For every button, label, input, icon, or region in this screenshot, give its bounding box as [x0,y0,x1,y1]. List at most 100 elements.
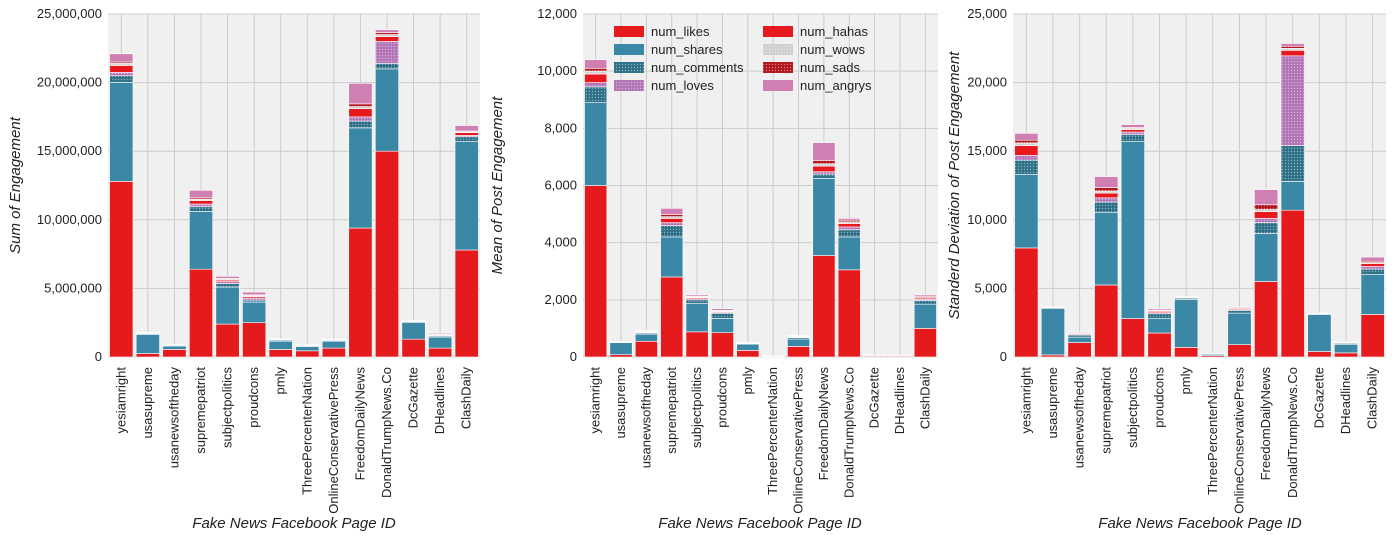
bar-num_comments-proudcons [1147,313,1172,319]
bar-num_shares-OnlineConservativePress [321,340,346,349]
legend-swatch-num_wows [763,44,793,55]
legend-label-num_likes: num_likes [651,24,710,39]
bar-num_comments-ClashDaily [454,136,479,142]
x-axis-label: Fake News Facebook Page ID [658,515,862,532]
bar-num_likes-DHeadlines [428,347,453,358]
y-tick-label: 10,000 [967,212,1007,227]
x-tick-label: ThreePercenterNation [299,367,314,495]
bar-num_angrys-yesiamright [1014,133,1039,141]
bar-num_comments-supremepatriot [1094,201,1119,213]
bar-num_loves-DonaldTrumpNews.Co [837,226,861,231]
bar-num_shares-pmly [268,340,293,350]
y-tick-label: 8,000 [544,120,577,135]
bar-num_angrys-ClashDaily [913,294,937,297]
x-tick-label: ClashDaily [459,367,474,430]
bar-num_comments-FreedomDailyNews [1254,222,1279,234]
y-tick-label: 12,000 [537,6,577,21]
x-tick-label: OnlineConservativePress [326,367,341,514]
bar-num_shares-DcGazette [401,322,426,340]
bar-num_hahas-ClashDaily [1360,263,1385,267]
bar-num_loves-supremepatriot [189,203,213,208]
bar-num_comments-subjectpolitics [1120,134,1145,142]
bar-num_comments-ClashDaily [913,300,937,305]
y-tick-label: 0 [95,349,102,364]
y-tick-label: 5,000 [974,280,1007,295]
bar-num_shares-pmly [736,343,760,351]
x-tick-label: proudcons [1152,367,1167,428]
x-tick-label: FreedomDailyNews [816,367,831,481]
bar-num_loves-FreedomDailyNews [1254,218,1279,223]
bar-num_loves-proudcons [242,297,267,301]
bar-num_likes-DonaldTrumpNews.Co [837,269,861,358]
bar-num_shares-usanewsoftheday [162,345,187,350]
legend: num_likes num_shares num_comments num_loves… [614,24,872,93]
bar-num_sads-FreedomDailyNews [812,160,836,165]
bar-num_angrys-yesiamright [109,53,134,63]
bar-num_likes-usasupreme [1040,354,1065,358]
bar-num_wows-yesiamright [584,70,608,75]
x-tick-label: DHeadlines [1338,367,1353,435]
y-tick-label: 6,000 [544,178,577,193]
bar-num_comments-proudcons [242,299,267,303]
bar-num_likes-ClashDaily [913,328,937,358]
bar-num_shares-DonaldTrumpNews.Co [1280,181,1305,211]
legend-label-num_hahas: num_hahas [800,24,868,39]
y-tick-label: 15,000,000 [37,143,102,158]
x-tick-label: usanewsoftheday [638,367,653,469]
bar-num_comments-yesiamright [109,75,134,83]
x-tick-label: ClashDaily [917,367,932,430]
bar-num_hahas-yesiamright [109,65,134,73]
bar-num_hahas-supremepatriot [1094,192,1119,199]
bar-num_angrys-DHeadlines [428,332,453,335]
bar-num_angrys-FreedomDailyNews [1254,189,1279,206]
bar-num_likes-OnlineConservativePress [1227,344,1252,358]
bar-num_sads-FreedomDailyNews [348,103,373,107]
bar-num_hahas-FreedomDailyNews [348,108,373,118]
bar-num_hahas-supremepatriot [189,200,213,205]
x-tick-label: pmly [740,367,755,395]
bar-num_angrys-supremepatriot [660,208,684,215]
y-tick-label: 25,000 [967,6,1007,21]
y-tick-label: 4,000 [544,235,577,250]
bar-num_likes-yesiamright [1014,247,1039,358]
x-tick-label: supremepatriot [1098,367,1113,454]
bar-num_likes-FreedomDailyNews [1254,281,1279,358]
y-tick-label: 10,000 [537,63,577,78]
bar-num_likes-pmly [736,350,760,358]
x-tick-label: DonaldTrumpNews.Co [379,367,394,498]
bar-num_sads-supremepatriot [660,214,684,217]
bar-num_likes-usasupreme [609,354,633,358]
x-tick-label: proudcons [714,367,729,428]
bar-num_shares-OnlineConservativePress [787,338,810,347]
bar-num_shares-supremepatriot [660,236,684,278]
bar-num_likes-pmly [268,349,293,358]
bar-num_comments-DonaldTrumpNews.Co [837,229,861,238]
bar-num_angrys-DonaldTrumpNews.Co [375,29,399,33]
x-tick-label: ThreePercenterNation [765,367,780,495]
plot-area [108,14,480,357]
bar-num_shares-FreedomDailyNews [348,127,373,229]
y-tick-label: 20,000 [967,75,1007,90]
bar-num_comments-subjectpolitics [685,299,709,304]
y-tick-label: 10,000,000 [37,212,102,227]
bar-num_angrys-proudcons [242,291,267,296]
x-tick-label: supremepatriot [193,367,208,454]
y-tick-label: 5,000,000 [44,280,102,295]
bar-num_shares-yesiamright [584,102,608,186]
bar-num_comments-supremepatriot [189,206,213,212]
bar-num_angrys-ClashDaily [454,125,479,132]
bar-num_likes-proudcons [1147,332,1172,358]
bar-num_sads-FreedomDailyNews [1254,204,1279,210]
bar-num_loves-supremepatriot [660,222,684,226]
x-axis-label: Fake News Facebook Page ID [192,515,396,532]
legend-swatch-num_hahas [763,26,793,37]
bar-num_loves-ClashDaily [1360,266,1385,270]
x-tick-label: DcGazette [867,367,882,428]
x-tick-label: proudcons [246,367,261,428]
y-tick-label: 2,000 [544,292,577,307]
bar-num_angrys-subjectpolitics [1120,124,1145,128]
bar-num_angrys-supremepatriot [1094,176,1119,188]
bar-num_likes-DcGazette [1307,351,1332,358]
y-tick-label: 25,000,000 [37,6,102,21]
bar-num_wows-FreedomDailyNews [1254,209,1279,212]
